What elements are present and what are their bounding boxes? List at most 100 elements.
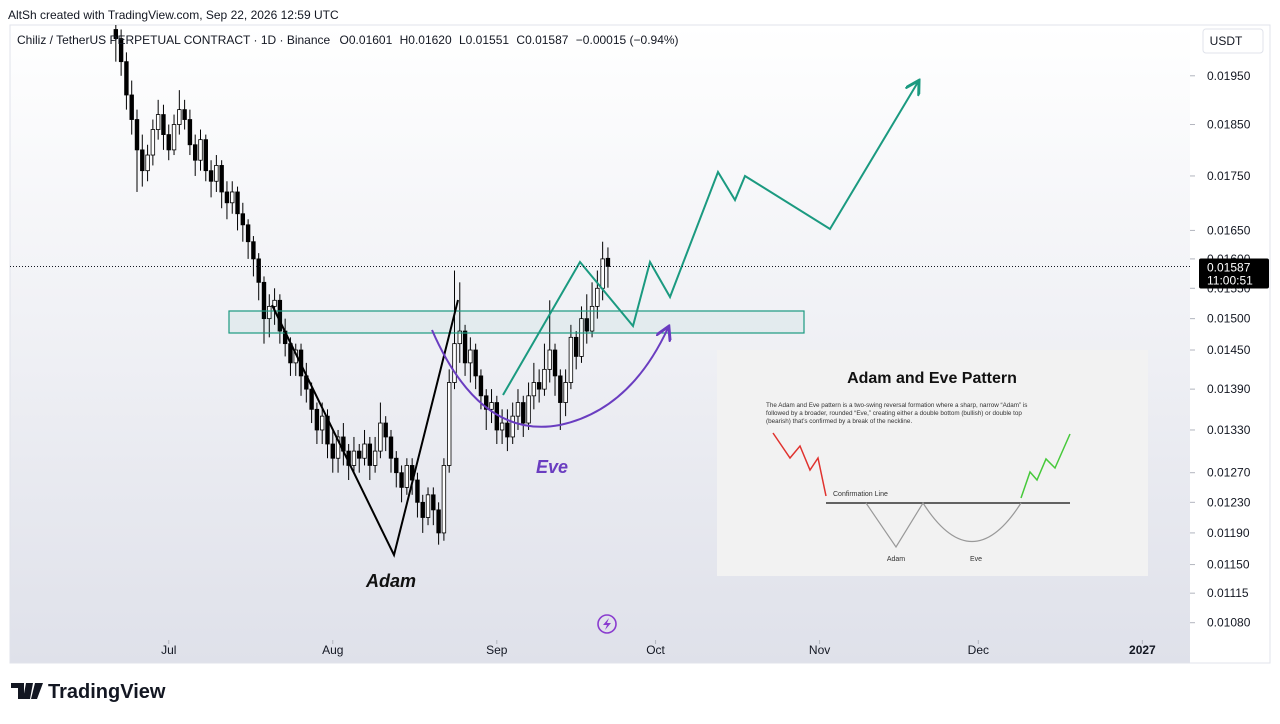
candle-body	[267, 305, 272, 320]
y-tick-label: 0.01650	[1207, 223, 1251, 237]
y-tick-label: 0.01330	[1207, 423, 1251, 437]
candle-body	[124, 61, 129, 96]
candle-body	[261, 281, 267, 320]
candle-body	[145, 154, 150, 172]
candle-body	[552, 349, 558, 377]
symbol-legend: Chiliz / TetherUS PERPETUAL CONTRACT · 1…	[17, 33, 679, 47]
adam-lines	[271, 299, 459, 558]
candle-body	[182, 109, 187, 120]
candle-body	[510, 415, 515, 438]
currency: USDT	[1210, 34, 1243, 48]
candle-body	[129, 94, 134, 120]
y-tick-label: 0.01080	[1207, 616, 1251, 630]
candle-body	[536, 382, 542, 390]
candle-body	[531, 382, 537, 397]
candle-body	[521, 402, 526, 424]
brand: TradingView	[48, 681, 166, 703]
y-tick-label: 0.01850	[1207, 118, 1251, 132]
candle-body	[372, 450, 378, 466]
candle-body	[420, 501, 425, 518]
ohlc-low: L0.01551	[459, 33, 509, 47]
candle-body	[478, 375, 484, 397]
candle-body	[489, 402, 494, 410]
candle-body	[584, 318, 589, 332]
candle-body	[436, 509, 441, 534]
projection-path	[502, 82, 918, 396]
candle-body	[568, 336, 574, 383]
candle-body	[404, 465, 410, 488]
candle-body	[605, 257, 611, 267]
y-tick-label: 0.01270	[1207, 466, 1251, 480]
inset-title: Adam and Eve Pattern	[847, 370, 1017, 387]
x-tick-label: Jul	[161, 643, 176, 657]
event-icon[interactable]	[597, 614, 617, 634]
candle-body	[542, 368, 547, 390]
candle-body	[399, 472, 404, 488]
inset-panel	[717, 350, 1148, 576]
candle-body	[314, 408, 320, 431]
y-tick-label: 0.01150	[1207, 558, 1250, 572]
candle-body	[505, 422, 510, 438]
candle-body	[198, 139, 203, 161]
candle-body	[468, 349, 473, 364]
neckline-zone	[228, 310, 805, 334]
inset-confirmation-label: Confirmation Line	[833, 491, 888, 498]
candle-body	[166, 134, 171, 151]
y-tick-label: 0.01450	[1207, 343, 1251, 357]
candle-body	[155, 114, 161, 130]
credit: AltSh created with TradingView.com, Sep …	[8, 8, 339, 22]
candle-body	[462, 330, 468, 364]
inset-adam-label: Adam	[887, 556, 905, 563]
candle-body	[214, 165, 219, 182]
candle-body	[563, 382, 568, 403]
candle-body	[245, 224, 251, 243]
last-price-box	[1199, 258, 1269, 289]
event-bolt	[603, 618, 611, 630]
candle-body	[235, 191, 240, 215]
candle-body	[351, 450, 357, 466]
candle-body	[431, 494, 436, 511]
candle-body	[378, 422, 383, 452]
y-tick-label: 0.01500	[1207, 312, 1251, 326]
last-price-label: 0.01587	[1207, 260, 1251, 274]
candle-body	[134, 119, 140, 151]
eve-arc	[431, 328, 668, 428]
candle-body	[219, 165, 224, 193]
x-tick-label: Aug	[322, 643, 343, 657]
inset-text: (bearish) that’s confirmed by a break of…	[766, 418, 912, 425]
candle-body	[140, 149, 145, 172]
candle-body	[573, 336, 579, 357]
candle-body	[425, 494, 431, 518]
candle-body	[499, 422, 505, 431]
candle-body	[558, 375, 563, 403]
candle-body	[161, 114, 166, 135]
candle-body	[441, 465, 447, 534]
x-tick-label: Dec	[968, 643, 989, 657]
candle-body	[230, 191, 235, 204]
candle-body	[394, 457, 399, 474]
candle-body	[272, 299, 277, 307]
y-tick-label: 0.01190	[1207, 526, 1250, 540]
candle-body	[367, 443, 373, 466]
candle-body	[446, 382, 452, 466]
candle-body	[452, 343, 457, 383]
chart-frame	[9, 24, 1271, 664]
currency-button[interactable]	[1202, 28, 1264, 54]
candle-body	[171, 124, 177, 151]
eve-label: Eve	[536, 457, 568, 477]
candle-body	[579, 318, 584, 357]
candle-body	[388, 436, 394, 459]
candle-body	[415, 479, 420, 503]
y-tick-label: 0.01750	[1207, 169, 1251, 183]
symbol: Chiliz / TetherUS PERPETUAL CONTRACT · 1…	[17, 33, 331, 47]
candle-body	[208, 170, 214, 182]
candle-body	[319, 415, 325, 431]
candle-body	[150, 129, 156, 156]
candle-body	[330, 443, 335, 459]
candle-body	[595, 287, 600, 307]
candle-body	[193, 144, 198, 161]
candle-body	[547, 349, 552, 370]
candle-body	[589, 305, 595, 332]
candle-body	[473, 349, 478, 377]
